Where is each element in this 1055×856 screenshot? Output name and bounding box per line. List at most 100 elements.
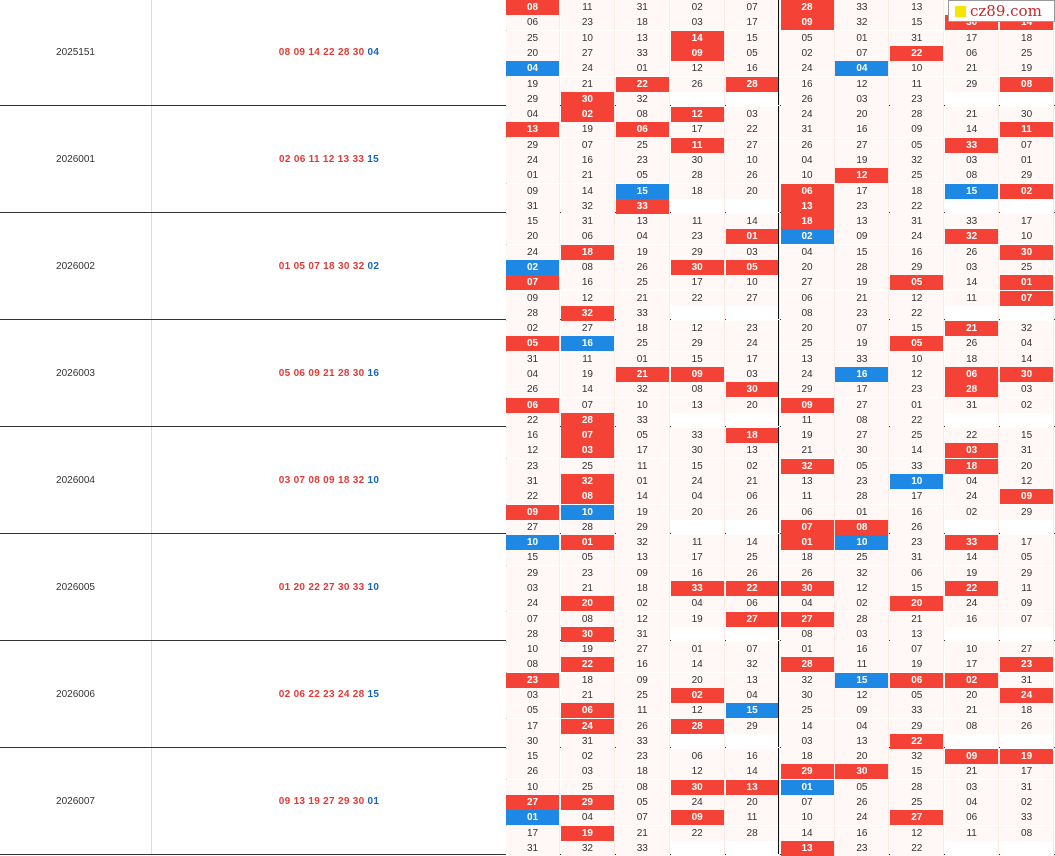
grid-cell-hit-red: 09 [670, 45, 725, 61]
grid-cell-hit-red: 07 [1000, 290, 1055, 306]
grid-cell: 27 [506, 519, 560, 535]
grid-cell: 12 [890, 290, 945, 306]
grid-cell-empty [1000, 840, 1055, 856]
grid-cell: 21 [780, 443, 835, 459]
grid-cell: 03 [506, 687, 560, 703]
grid-cell-empty [945, 519, 1000, 535]
grid-cell: 24 [890, 229, 945, 245]
grid-cell: 24 [560, 61, 615, 77]
grid-cell-hit-red: 01 [560, 535, 615, 550]
grid-cell: 26 [780, 565, 835, 581]
grid-cell-hit-red: 02 [670, 687, 725, 703]
grid-cell: 16 [890, 504, 945, 520]
draw-numbers: 09 13 19 27 29 30 01 [152, 748, 506, 854]
grid-cell-empty [725, 626, 780, 642]
grid-cell: 22 [725, 122, 780, 138]
grid-cell: 17 [506, 718, 560, 734]
grid-cell: 22 [890, 840, 945, 856]
grid-cell: 07 [560, 137, 615, 153]
grid-cell: 14 [560, 183, 615, 199]
grid-cell-hit-red: 30 [1000, 244, 1055, 260]
grid-cell: 07 [835, 45, 890, 61]
grid-cell: 25 [890, 168, 945, 184]
grid-divider [778, 320, 779, 426]
grid-cell: 24 [780, 366, 835, 382]
grid-cell-hit-red: 19 [1000, 749, 1055, 764]
grid-cell: 02 [506, 321, 560, 336]
grid-cell: 13 [615, 30, 670, 46]
grid-cell: 24 [945, 596, 1000, 612]
grid-divider [778, 0, 779, 105]
grid-cell-hit-red: 09 [780, 397, 835, 413]
grid-cell: 03 [780, 733, 835, 749]
grid-cell: 20 [945, 687, 1000, 703]
grid-cell-hit-red: 09 [1000, 489, 1055, 505]
grid-cell: 17 [615, 443, 670, 459]
grid-cell: 05 [890, 687, 945, 703]
grid-cell: 19 [560, 642, 615, 657]
period-row: 2025151 08 09 14 22 28 30 04 08 11 31 02 07 28 33… [0, 0, 1055, 107]
grid-cell: 32 [615, 382, 670, 398]
blue-ball: 10 [367, 581, 380, 593]
grid-cell: 33 [670, 428, 725, 443]
grid-cell: 19 [670, 611, 725, 627]
grid-cell-hit-red: 33 [945, 137, 1000, 153]
grid-cell: 18 [945, 351, 1000, 367]
grid-cell: 02 [1000, 794, 1055, 810]
grid-cell-hit-red: 30 [780, 580, 835, 596]
grid-cell: 19 [1000, 61, 1055, 77]
grid-cell: 17 [725, 15, 780, 31]
grid-cell: 33 [1000, 810, 1055, 826]
grid-cell: 30 [780, 687, 835, 703]
grid-cell: 25 [560, 458, 615, 474]
grid-cell: 23 [835, 198, 890, 214]
grid-cell: 16 [780, 76, 835, 92]
grid-cell: 27 [835, 428, 890, 443]
draw-numbers: 01 05 07 18 30 32 02 [152, 213, 506, 319]
grid-cell: 04 [725, 687, 780, 703]
blue-ball: 10 [367, 474, 380, 486]
grid-cell: 12 [835, 580, 890, 596]
grid-cell: 21 [560, 168, 615, 184]
grid-cell: 19 [506, 76, 560, 92]
grid-cell-hit-red: 28 [945, 382, 1000, 398]
draw-numbers: 02 06 22 23 24 28 15 [152, 641, 506, 747]
period-row: 2026006 02 06 22 23 24 28 15 10 19 27 01 07 01 16… [0, 641, 1055, 749]
grid-cell: 33 [890, 703, 945, 719]
grid-divider [778, 748, 779, 854]
grid-cell-hit-red: 02 [560, 107, 615, 122]
grid-cell: 09 [835, 229, 890, 245]
grid-cell-hit-red: 20 [890, 596, 945, 612]
grid-cell: 25 [506, 30, 560, 46]
grid-cell: 19 [560, 122, 615, 138]
grid-cell: 15 [506, 749, 560, 764]
grid-cell: 26 [725, 504, 780, 520]
grid-cell: 08 [945, 718, 1000, 734]
grid-cell: 10 [725, 275, 780, 291]
grid-cell: 15 [1000, 428, 1055, 443]
grid-cell-empty [670, 626, 725, 642]
grid-cell: 33 [615, 840, 670, 856]
grid-cell: 19 [835, 275, 890, 291]
grid-cell: 27 [835, 397, 890, 413]
grid-cell: 18 [780, 749, 835, 764]
grid-cell-hit-blue: 16 [835, 366, 890, 382]
period-row: 2026001 02 06 11 12 13 33 15 04 02 08 12 03 24 20… [0, 106, 1055, 214]
grid-cell: 21 [560, 687, 615, 703]
grid-cell: 22 [890, 305, 945, 321]
grid-cell: 21 [945, 703, 1000, 719]
grid-cell: 20 [506, 229, 560, 245]
grid-cell: 01 [890, 397, 945, 413]
grid-cell-empty [1000, 305, 1055, 321]
grid-cell: 24 [945, 489, 1000, 505]
grid-cell: 09 [506, 290, 560, 306]
grid-cell-empty [725, 733, 780, 749]
grid-cell-hit-red: 03 [560, 443, 615, 459]
site-logo[interactable]: cz89.com [948, 0, 1055, 22]
number-grid: 02 27 18 12 23 20 07 15 21 32 05 16 25 29 24 25 19 05 26 04… [506, 320, 1055, 428]
grid-cell: 29 [506, 137, 560, 153]
grid-cell-hit-red: 18 [725, 428, 780, 443]
blue-ball: 15 [367, 153, 379, 165]
grid-cell: 14 [780, 825, 835, 841]
grid-cell: 22 [945, 428, 1000, 443]
